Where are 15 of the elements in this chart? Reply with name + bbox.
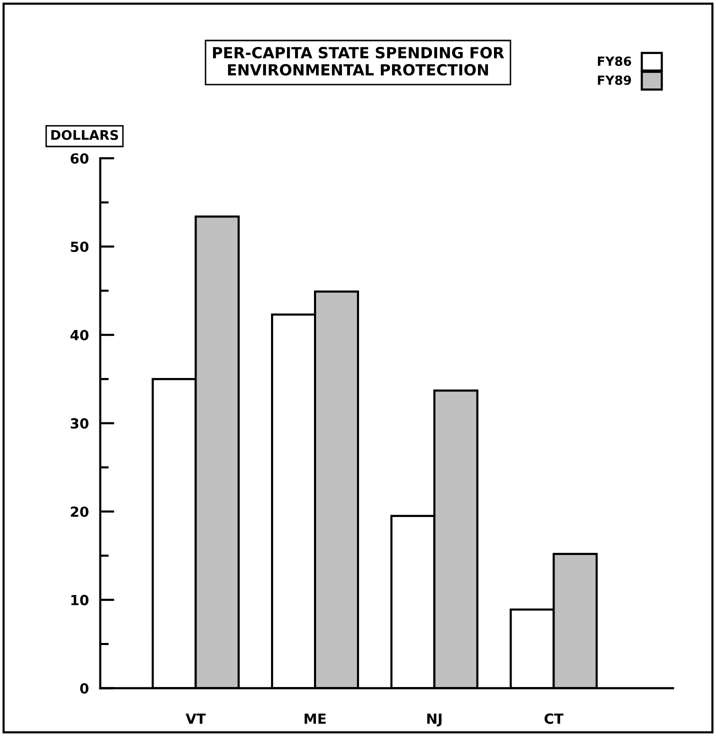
legend-label: FY86 — [598, 56, 632, 66]
x-tick-label: VT — [186, 714, 206, 724]
y-tick-label: 0 — [80, 683, 88, 694]
x-tick-label: ME — [304, 714, 326, 724]
x-tick-label: NJ — [427, 714, 442, 726]
y-tick-label: 10 — [71, 594, 88, 606]
chart-title: PER-CAPITA STATE SPENDING FOR ENVIRONMENTAL PROTECTION — [213, 46, 504, 76]
y-tick-label: 60 — [70, 153, 88, 164]
y-axis-title: DOLLARS — [51, 130, 118, 140]
y-tick-label: 50 — [70, 242, 88, 252]
y-tick-label: 20 — [70, 506, 88, 517]
y-tick-label: 30 — [70, 418, 88, 429]
legend-label: FY89 — [598, 75, 631, 85]
y-tick-label: 40 — [70, 330, 88, 340]
x-tick-label: CT — [544, 713, 564, 724]
